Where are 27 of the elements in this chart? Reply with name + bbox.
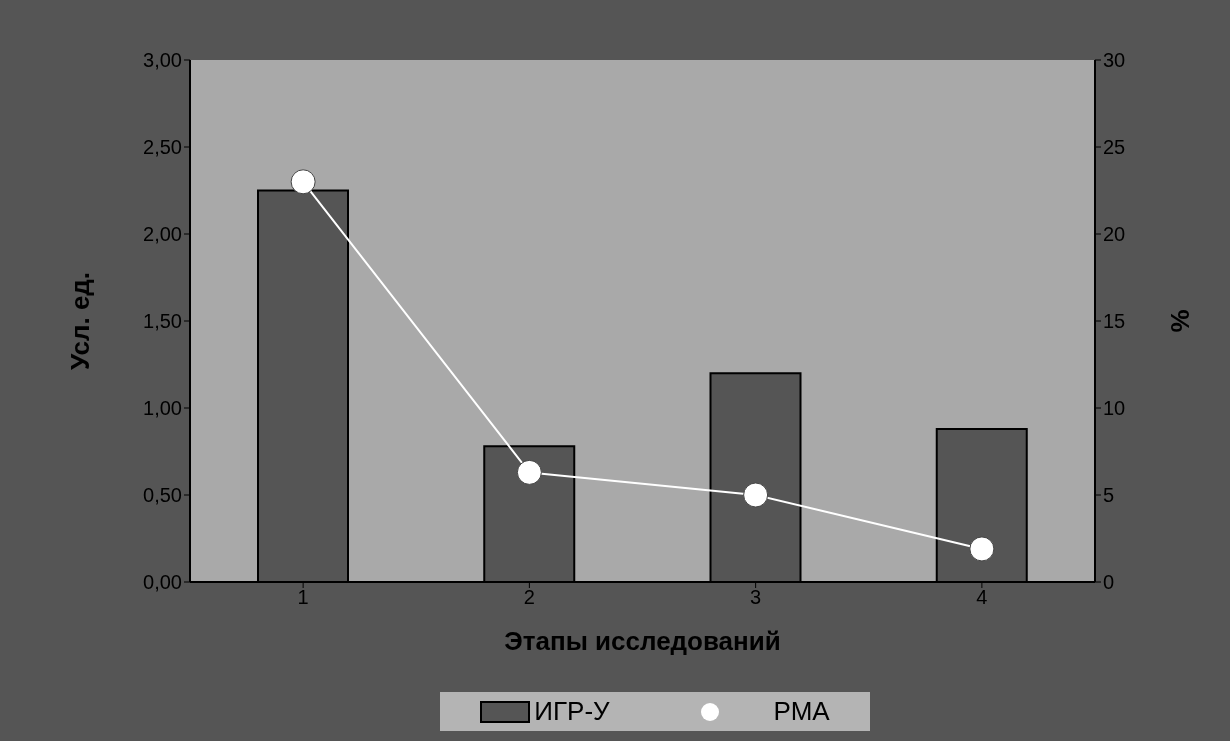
x-tick-label: 1 xyxy=(297,586,309,609)
y2-tick-label: 10 xyxy=(1103,397,1126,420)
y2-tick-label: 30 xyxy=(1103,49,1126,72)
y-tick-label: 3,00 xyxy=(143,49,182,72)
y-tick-label: 1,50 xyxy=(143,310,182,333)
y2-tick-label: 5 xyxy=(1103,484,1115,507)
y-tick-label: 0,00 xyxy=(143,571,182,594)
point xyxy=(743,482,769,508)
y-tick-label: 1,00 xyxy=(143,397,182,420)
legend-label: РМА xyxy=(773,696,830,727)
y2-tick-label: 0 xyxy=(1103,571,1115,594)
point xyxy=(290,169,316,195)
y-tick-label: 2,50 xyxy=(143,136,182,159)
y2-tick-label: 20 xyxy=(1103,223,1126,246)
y-tick-label: 2,00 xyxy=(143,223,182,246)
x-tick-label: 2 xyxy=(523,586,535,609)
x-tick-label: 3 xyxy=(750,586,762,609)
legend-label: ИГР-У xyxy=(534,696,610,727)
point xyxy=(516,459,542,485)
y-tick-label: 0,50 xyxy=(143,484,182,507)
y2-tick-label: 25 xyxy=(1103,136,1126,159)
x-tick-label: 4 xyxy=(976,586,988,609)
x-axis-title: Этапы исследований xyxy=(504,626,781,657)
y2-axis-title: % xyxy=(1165,309,1196,333)
point xyxy=(969,536,995,562)
y2-tick-label: 15 xyxy=(1103,310,1126,333)
y-axis-title: Усл. ед. xyxy=(65,271,96,371)
